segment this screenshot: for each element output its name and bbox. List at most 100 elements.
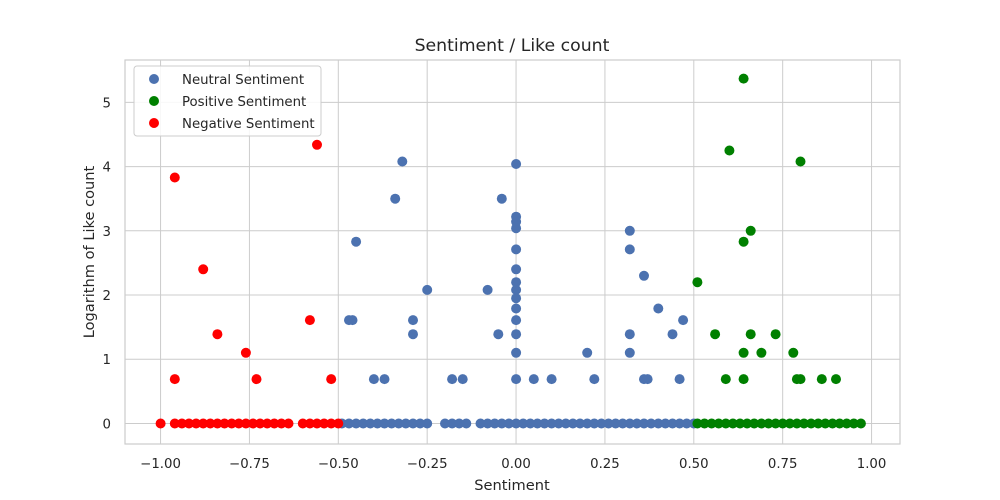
chart-title: Sentiment / Like count	[415, 36, 610, 56]
scatter-point	[511, 418, 522, 429]
scatter-point	[756, 418, 767, 429]
scatter-point	[415, 418, 426, 429]
scatter-point	[205, 418, 216, 429]
scatter-point	[169, 172, 180, 183]
y-tick-label: 1	[103, 353, 111, 368]
scatter-point	[518, 418, 529, 429]
scatter-point	[511, 211, 522, 222]
scatter-point	[692, 418, 703, 429]
scatter-point	[269, 418, 280, 429]
scatter-point	[379, 418, 390, 429]
scatter-point	[738, 236, 749, 247]
scatter-point	[738, 73, 749, 84]
x-tick-label: 0.75	[768, 457, 798, 472]
scatter-point	[262, 418, 273, 429]
scatter-point	[589, 418, 600, 429]
x-tick-label: 0.50	[679, 457, 709, 472]
x-axis-label: Sentiment	[474, 477, 550, 494]
scatter-point	[297, 418, 308, 429]
scatter-point	[408, 315, 418, 326]
scatter-point	[326, 418, 337, 429]
legend: Neutral Sentiment Positive Sentiment Neg…	[133, 65, 322, 137]
scatter-point	[358, 418, 369, 429]
scatter-point	[749, 418, 760, 429]
scatter-point	[834, 418, 845, 429]
scatter-point	[304, 315, 315, 326]
scatter-point	[400, 418, 411, 429]
scatter-point	[461, 418, 472, 429]
scatter-point	[408, 329, 418, 340]
scatter-point	[248, 418, 258, 429]
y-tick-label: 3	[103, 225, 111, 240]
scatter-point	[624, 244, 635, 255]
scatter-point	[631, 418, 642, 429]
scatter-point	[639, 270, 649, 281]
legend-label-neutral: Neutral Sentiment	[182, 73, 304, 88]
scatter-point	[198, 418, 209, 429]
scatter-point	[660, 418, 671, 429]
legend-marker-negative	[149, 118, 159, 128]
scatter-point	[489, 418, 500, 429]
scatter-point	[240, 347, 251, 358]
scatter-point	[447, 374, 458, 385]
scatter-point	[720, 374, 731, 385]
scatter-point	[482, 284, 493, 295]
scatter-point	[567, 418, 578, 429]
legend-marker-positive	[149, 96, 159, 106]
scatter-point	[511, 264, 522, 275]
x-tick-label: −0.75	[229, 457, 270, 472]
scatter-point	[799, 418, 809, 429]
scatter-point	[678, 315, 689, 326]
scatter-point	[848, 418, 859, 429]
scatter-point	[610, 418, 621, 429]
scatter-point	[560, 418, 571, 429]
scatter-point	[169, 418, 180, 429]
scatter-point	[596, 418, 607, 429]
scatter-point	[304, 418, 315, 429]
scatter-point	[855, 418, 866, 429]
scatter-point	[624, 347, 635, 358]
scatter-point	[368, 374, 379, 385]
scatter-point	[646, 418, 657, 429]
scatter-point	[372, 418, 383, 429]
scatter-point	[706, 418, 717, 429]
scatter-point	[511, 329, 522, 340]
scatter-point	[390, 193, 401, 204]
scatter-point	[617, 418, 628, 429]
scatter-point	[692, 277, 703, 288]
scatter-point	[365, 418, 376, 429]
scatter-point	[155, 418, 166, 429]
scatter-point	[788, 347, 799, 358]
scatter-point	[624, 329, 635, 340]
legend-marker-neutral	[149, 74, 159, 84]
scatter-point	[422, 284, 433, 295]
legend-box	[133, 65, 322, 137]
scatter-point	[582, 418, 593, 429]
scatter-point	[770, 329, 781, 340]
scatter-point	[699, 418, 710, 429]
scatter-point	[756, 347, 767, 358]
x-tick-label: −0.25	[407, 457, 448, 472]
y-axis-label: Logarithm of Like count	[81, 165, 98, 338]
scatter-point	[820, 418, 831, 429]
scatter-point	[791, 418, 802, 429]
x-axis-ticks: −1.00 −0.75 −0.50 −0.25 0.00 0.25 0.50 0.75 1.00	[140, 457, 886, 472]
scatter-point	[511, 159, 522, 169]
scatter-point	[511, 303, 522, 314]
scatter-point	[457, 374, 468, 385]
scatter-point	[738, 347, 749, 358]
legend-label-negative: Negative Sentiment	[182, 117, 315, 132]
y-tick-label: 5	[103, 96, 111, 111]
scatter-point	[379, 374, 390, 385]
scatter-point	[255, 418, 266, 429]
scatter-point	[795, 156, 806, 167]
scatter-point	[226, 418, 237, 429]
scatter-point	[738, 374, 749, 385]
scatter-point	[511, 374, 522, 385]
scatter-point	[447, 418, 458, 429]
scatter-point	[493, 329, 504, 340]
scatter-point	[184, 418, 194, 429]
scatter-point	[770, 418, 781, 429]
scatter-point	[624, 225, 635, 236]
